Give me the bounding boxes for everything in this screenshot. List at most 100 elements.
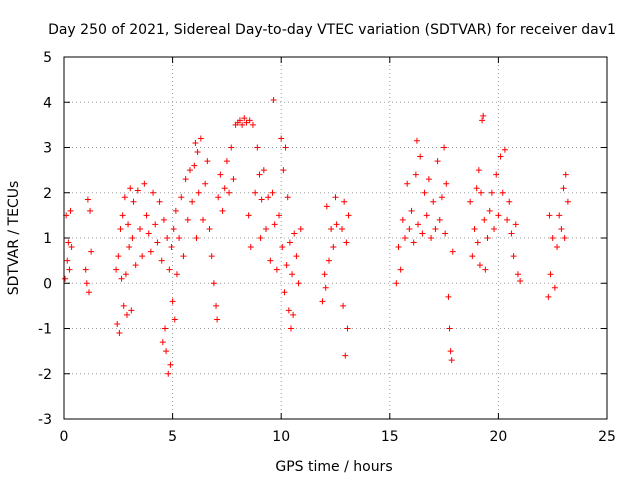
- data-point: [156, 198, 163, 205]
- data-point: [410, 239, 417, 246]
- data-point: [546, 212, 553, 219]
- data-point: [510, 253, 517, 260]
- data-point: [499, 189, 506, 196]
- data-point: [154, 239, 161, 246]
- data-point: [230, 176, 237, 183]
- data-point: [343, 239, 350, 246]
- data-point: [285, 307, 292, 314]
- data-point: [115, 253, 122, 260]
- data-point: [270, 96, 277, 103]
- data-point: [143, 212, 150, 219]
- data-point: [283, 262, 290, 269]
- y-axis-label: SDTVAR / TECUs: [6, 181, 22, 296]
- data-point: [448, 357, 455, 364]
- data-point: [206, 225, 213, 232]
- data-point: [66, 266, 73, 273]
- data-point: [62, 275, 69, 282]
- data-point: [323, 203, 330, 210]
- data-point: [170, 225, 177, 232]
- x-tick-label: 15: [381, 429, 399, 445]
- data-point: [273, 266, 280, 273]
- data-point: [471, 225, 478, 232]
- data-point: [182, 176, 189, 183]
- data-point: [404, 180, 411, 187]
- data-point: [445, 293, 452, 300]
- data-point: [412, 171, 419, 178]
- data-point: [245, 212, 252, 219]
- data-point: [145, 230, 152, 237]
- data-point: [160, 216, 167, 223]
- data-point: [284, 194, 291, 201]
- data-point: [475, 167, 482, 174]
- data-point: [278, 135, 285, 142]
- data-point: [191, 162, 198, 169]
- data-point: [189, 198, 196, 205]
- data-point: [128, 307, 135, 314]
- data-point: [276, 212, 283, 219]
- data-point: [395, 244, 402, 251]
- data-point: [291, 230, 298, 237]
- data-point: [121, 194, 128, 201]
- data-point: [415, 221, 422, 228]
- data-point: [486, 207, 493, 214]
- data-point: [168, 244, 175, 251]
- data-point: [428, 235, 435, 241]
- data-point: [290, 311, 297, 318]
- data-point: [319, 298, 326, 305]
- y-tick-label: -3: [38, 412, 52, 428]
- data-point: [178, 194, 185, 201]
- data-point: [213, 302, 220, 309]
- data-point: [228, 144, 235, 151]
- data-point: [134, 187, 141, 194]
- data-point: [333, 221, 340, 228]
- data-point: [423, 212, 430, 219]
- data-point: [497, 153, 504, 160]
- data-point: [65, 239, 72, 246]
- data-point: [441, 144, 448, 151]
- data-point: [163, 348, 170, 355]
- data-point: [447, 348, 454, 355]
- data-point: [413, 137, 420, 144]
- data-point: [271, 221, 278, 228]
- data-point: [161, 325, 168, 332]
- data-point: [173, 271, 180, 278]
- data-point: [126, 244, 133, 251]
- data-point: [130, 198, 137, 205]
- data-point: [119, 212, 126, 219]
- data-point: [197, 135, 204, 142]
- data-point: [208, 253, 215, 260]
- data-point: [554, 244, 561, 251]
- y-tick-label: 3: [43, 141, 52, 157]
- data-point: [419, 230, 426, 237]
- x-tick-label: 10: [272, 429, 290, 445]
- data-point: [564, 198, 571, 205]
- data-point: [399, 216, 406, 223]
- data-point: [344, 325, 351, 332]
- data-point: [345, 212, 352, 219]
- data-point: [166, 266, 173, 273]
- grid: [64, 57, 607, 419]
- data-point: [269, 189, 276, 196]
- data-point: [332, 194, 339, 201]
- data-point: [547, 271, 554, 278]
- plot-frame: [63, 56, 608, 420]
- data-point: [446, 325, 453, 332]
- data-point: [474, 239, 481, 246]
- x-tick-label: 25: [598, 429, 616, 445]
- data-point: [484, 235, 491, 241]
- data-point: [508, 230, 515, 237]
- data-point: [560, 185, 567, 192]
- data-point: [281, 289, 288, 296]
- data-point: [64, 257, 71, 264]
- data-point: [215, 194, 222, 201]
- data-point: [85, 289, 92, 296]
- data-point: [286, 239, 293, 246]
- data-point: [265, 194, 272, 201]
- data-point: [340, 302, 347, 309]
- data-point: [417, 153, 424, 160]
- data-point: [506, 198, 513, 205]
- data-point: [195, 189, 202, 196]
- data-point: [558, 225, 565, 232]
- data-point: [129, 235, 136, 241]
- data-point: [125, 221, 132, 228]
